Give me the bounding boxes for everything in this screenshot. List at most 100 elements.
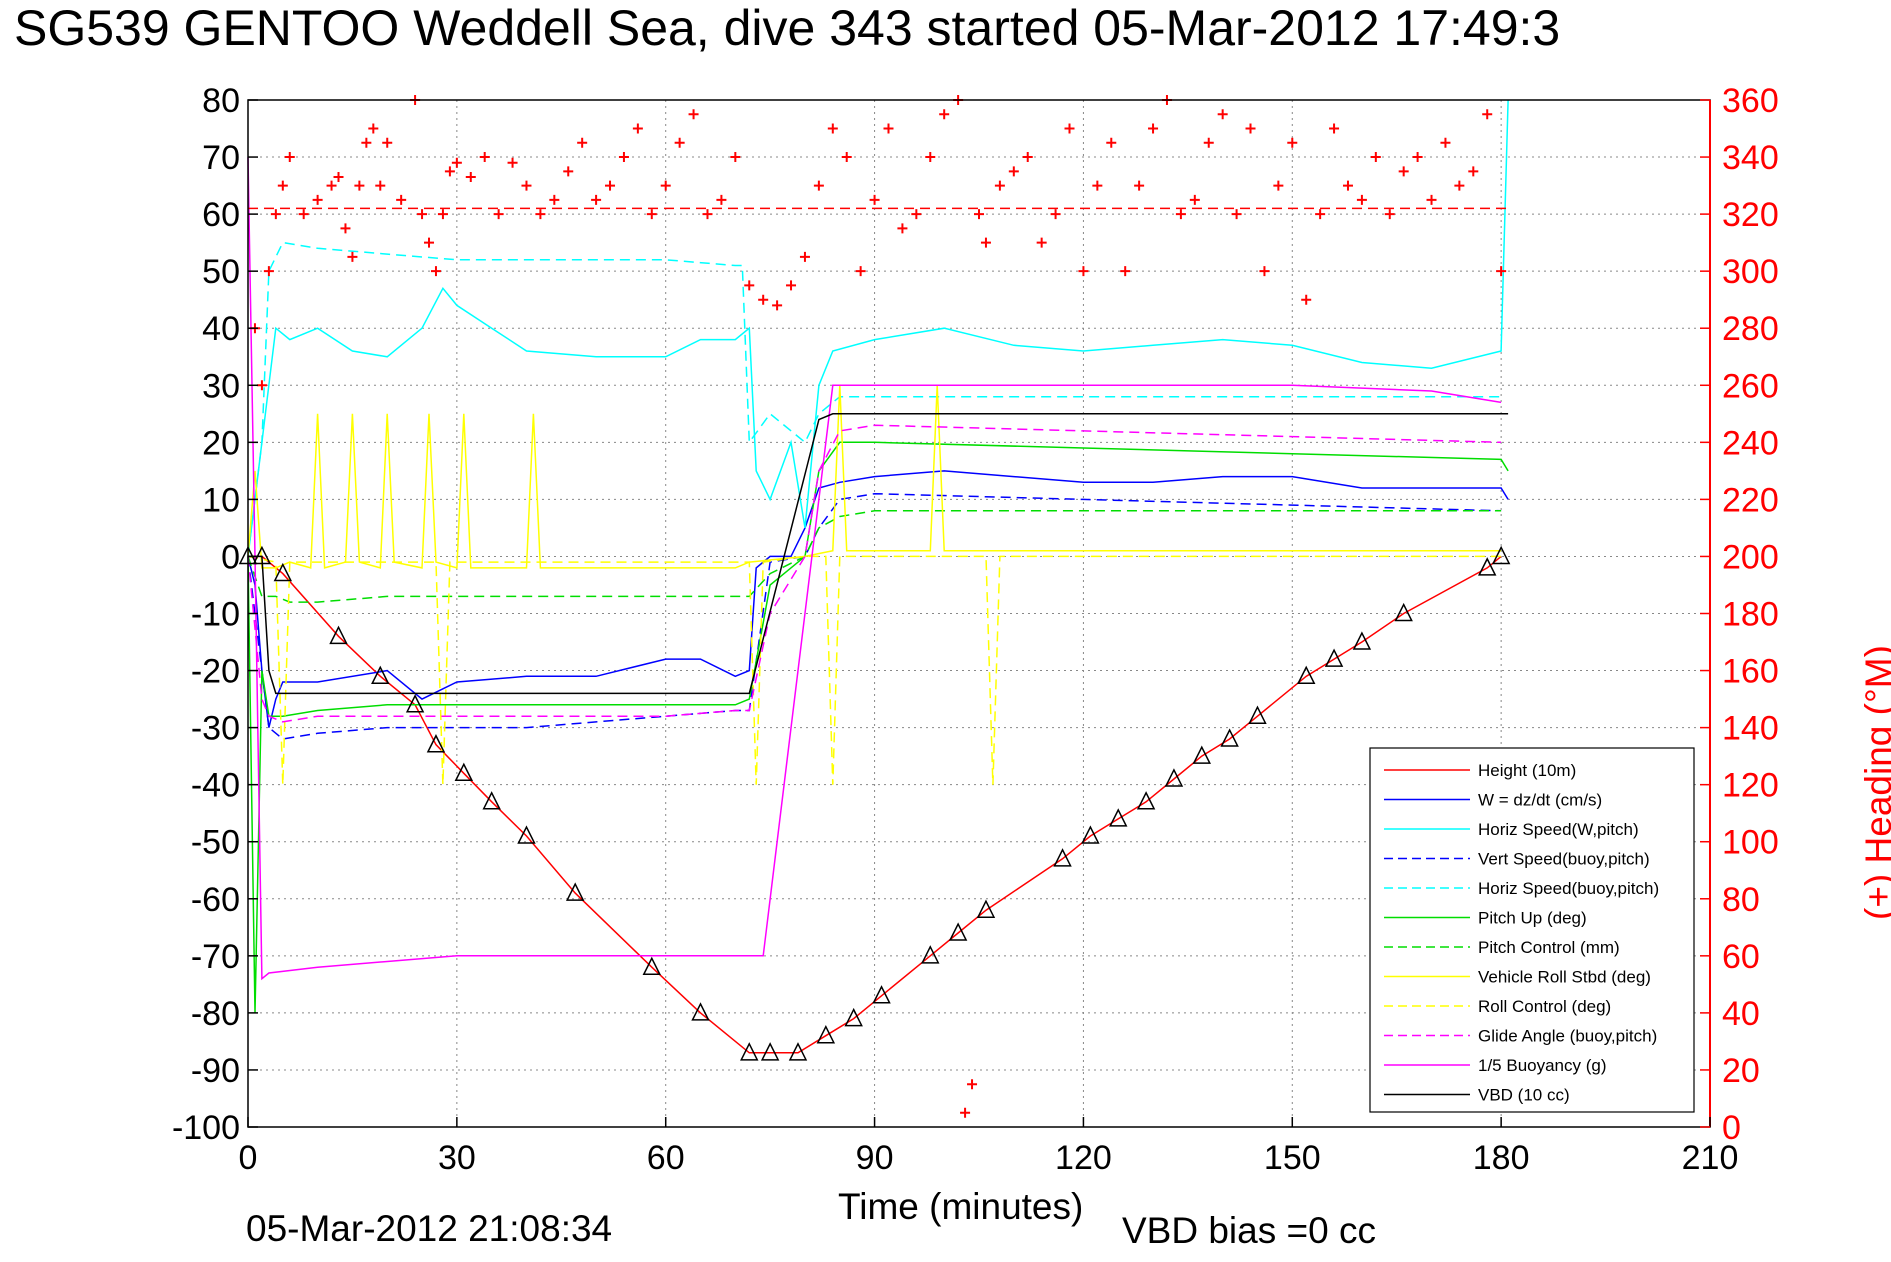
y-tick-label: -10 [191, 596, 240, 634]
height-marker [329, 625, 348, 645]
heading-point [660, 180, 671, 191]
heading-point [1245, 123, 1256, 134]
heading-point [1148, 123, 1159, 134]
heading-point [437, 209, 448, 220]
legend-entry: Glide Angle (buoy,pitch) [1478, 1027, 1657, 1046]
y2-tick-label: 120 [1722, 767, 1779, 805]
y2-tick-label: 160 [1722, 653, 1779, 691]
heading-point [980, 237, 991, 248]
heading-point [1120, 266, 1131, 277]
y-tick-label: 80 [202, 82, 240, 120]
height-marker [844, 1007, 863, 1027]
heading-point [744, 280, 755, 291]
heading-point [493, 209, 504, 220]
heading-point [1008, 166, 1019, 177]
y2-tick-label: 280 [1722, 310, 1779, 348]
heading-point [444, 166, 455, 177]
heading-point [688, 109, 699, 120]
heading-point [674, 137, 685, 148]
heading-point [1022, 152, 1033, 163]
heading-point [1482, 109, 1493, 120]
heading-point [1217, 109, 1228, 120]
heading-point [632, 123, 643, 134]
heading-point [368, 123, 379, 134]
y-tick-label: 70 [202, 139, 240, 177]
heading-point [451, 157, 462, 168]
heading-point [730, 152, 741, 163]
heading-point [1301, 294, 1312, 305]
heading-point [1468, 166, 1479, 177]
y2-tick-label: 300 [1722, 253, 1779, 291]
timestamp-label: 05-Mar-2012 21:08:34 [246, 1208, 613, 1249]
heading-point [1440, 137, 1451, 148]
heading-point [813, 180, 824, 191]
heading-point [758, 294, 769, 305]
height-marker [816, 1025, 836, 1044]
heading-point [298, 209, 309, 220]
y-tick-label: 30 [202, 367, 240, 405]
y-tick-label: -40 [191, 767, 240, 805]
heading-point [479, 152, 490, 163]
x-tick-label: 0 [239, 1139, 258, 1177]
heading-point [799, 251, 810, 262]
heading-point [1315, 209, 1326, 220]
height-marker [740, 1042, 759, 1061]
heading-point [1036, 237, 1047, 248]
heading-point [1356, 194, 1367, 205]
series-line-7 [247, 385, 1502, 569]
legend-entry: Horiz Speed(buoy,pitch) [1478, 879, 1659, 898]
height-marker [691, 1002, 710, 1021]
y-tick-label: -70 [191, 938, 240, 976]
y-tick-label: -50 [191, 824, 240, 862]
heading-point [869, 194, 880, 205]
axis-layer: 0 30 60 90 120 150 180 21080706050403020100-10-… [172, 82, 1779, 1177]
heading-point [507, 157, 518, 168]
x-tick-label: 210 [1682, 1139, 1739, 1177]
heading-point [396, 194, 407, 205]
height-marker [482, 791, 501, 810]
heading-point [1329, 123, 1340, 134]
height-marker [1109, 808, 1128, 827]
y2-axis-label: (+) Heading (°M) [1858, 645, 1891, 920]
heading-point [1370, 152, 1381, 163]
y2-tick-label: 220 [1722, 481, 1779, 519]
y2-tick-label: 360 [1722, 82, 1779, 120]
height-marker [1053, 848, 1072, 867]
y-tick-label: 60 [202, 196, 240, 234]
height-marker [1394, 602, 1413, 622]
heading-point [1092, 180, 1103, 191]
height-marker [1248, 705, 1267, 724]
heading-point [960, 1107, 971, 1118]
heading-point [521, 180, 532, 191]
legend-entry: 1/5 Buoyancy (g) [1478, 1056, 1607, 1075]
legend: Height (10m) W = dz/dt (cm/s) Horiz Speed(… [1369, 747, 1695, 1113]
vbd-bias-label: VBD bias =0 cc [1122, 1210, 1376, 1251]
height-marker [565, 882, 585, 901]
x-tick-label: 90 [856, 1139, 894, 1177]
y2-tick-label: 200 [1722, 538, 1779, 576]
height-marker [1352, 631, 1372, 650]
heading-point [1384, 209, 1395, 220]
heading-point [716, 194, 727, 205]
heading-point [1175, 209, 1186, 220]
y-tick-label: 50 [202, 253, 240, 291]
heading-point [354, 180, 365, 191]
heading-point [855, 266, 866, 277]
height-marker [1081, 825, 1100, 844]
x-tick-label: 150 [1264, 1139, 1321, 1177]
heading-point [1342, 180, 1353, 191]
y2-tick-label: 20 [1722, 1052, 1760, 1090]
series-line-5 [247, 441, 1509, 1013]
height-marker [1164, 768, 1184, 787]
height-marker [1491, 545, 1511, 565]
y-tick-label: -60 [191, 881, 240, 919]
y-tick-label: 0 [221, 538, 240, 576]
y2-tick-label: 140 [1722, 710, 1779, 748]
heading-point [1134, 180, 1145, 191]
y-tick-label: -90 [191, 1052, 240, 1090]
x-tick-label: 60 [647, 1139, 685, 1177]
y2-tick-label: 0 [1722, 1109, 1741, 1147]
y2-tick-label: 240 [1722, 424, 1779, 462]
heading-point [939, 109, 950, 120]
legend-entry: Pitch Up (deg) [1478, 909, 1587, 928]
